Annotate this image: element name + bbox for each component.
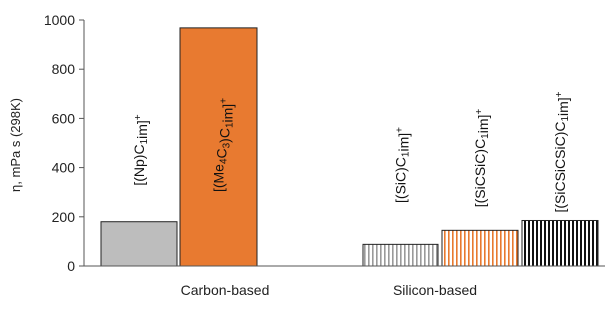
y-axis-ticks: 0 200 400 600 800 1000 <box>44 12 84 274</box>
bar <box>100 221 178 267</box>
bar-label: [(SiCSiC)C1im]+ <box>472 109 491 208</box>
bar-label: [(SiC)C1im]+ <box>393 127 412 203</box>
bar <box>179 27 258 267</box>
bar-label: [(SiCSiCSiC)C1im]+ <box>552 91 571 212</box>
y-tick-label: 1000 <box>44 12 75 28</box>
y-tick-label: 800 <box>52 61 76 77</box>
bar-label: [(Me4C3)C1im]+ <box>211 98 236 192</box>
y-tick-label: 0 <box>67 258 75 274</box>
bars <box>100 27 599 267</box>
y-tick-label: 200 <box>52 209 76 225</box>
x-group-label: Carbon-based <box>181 282 270 298</box>
bar <box>521 219 599 267</box>
bar-label: [(Np)C1im]+ <box>131 114 150 185</box>
bar <box>441 229 519 267</box>
bar-labels: [(Np)C1im]+ [(Me4C3)C1im]+ [(SiC)C1im]+ [(S… <box>131 91 571 212</box>
x-group-label: Silicon-based <box>393 282 477 298</box>
y-tick-label: 600 <box>52 110 76 126</box>
bar <box>362 243 439 267</box>
y-axis-title: η, mPa s (298K) <box>8 98 23 192</box>
group-labels: Carbon-based Silicon-based <box>181 282 477 298</box>
y-tick-label: 400 <box>52 160 76 176</box>
